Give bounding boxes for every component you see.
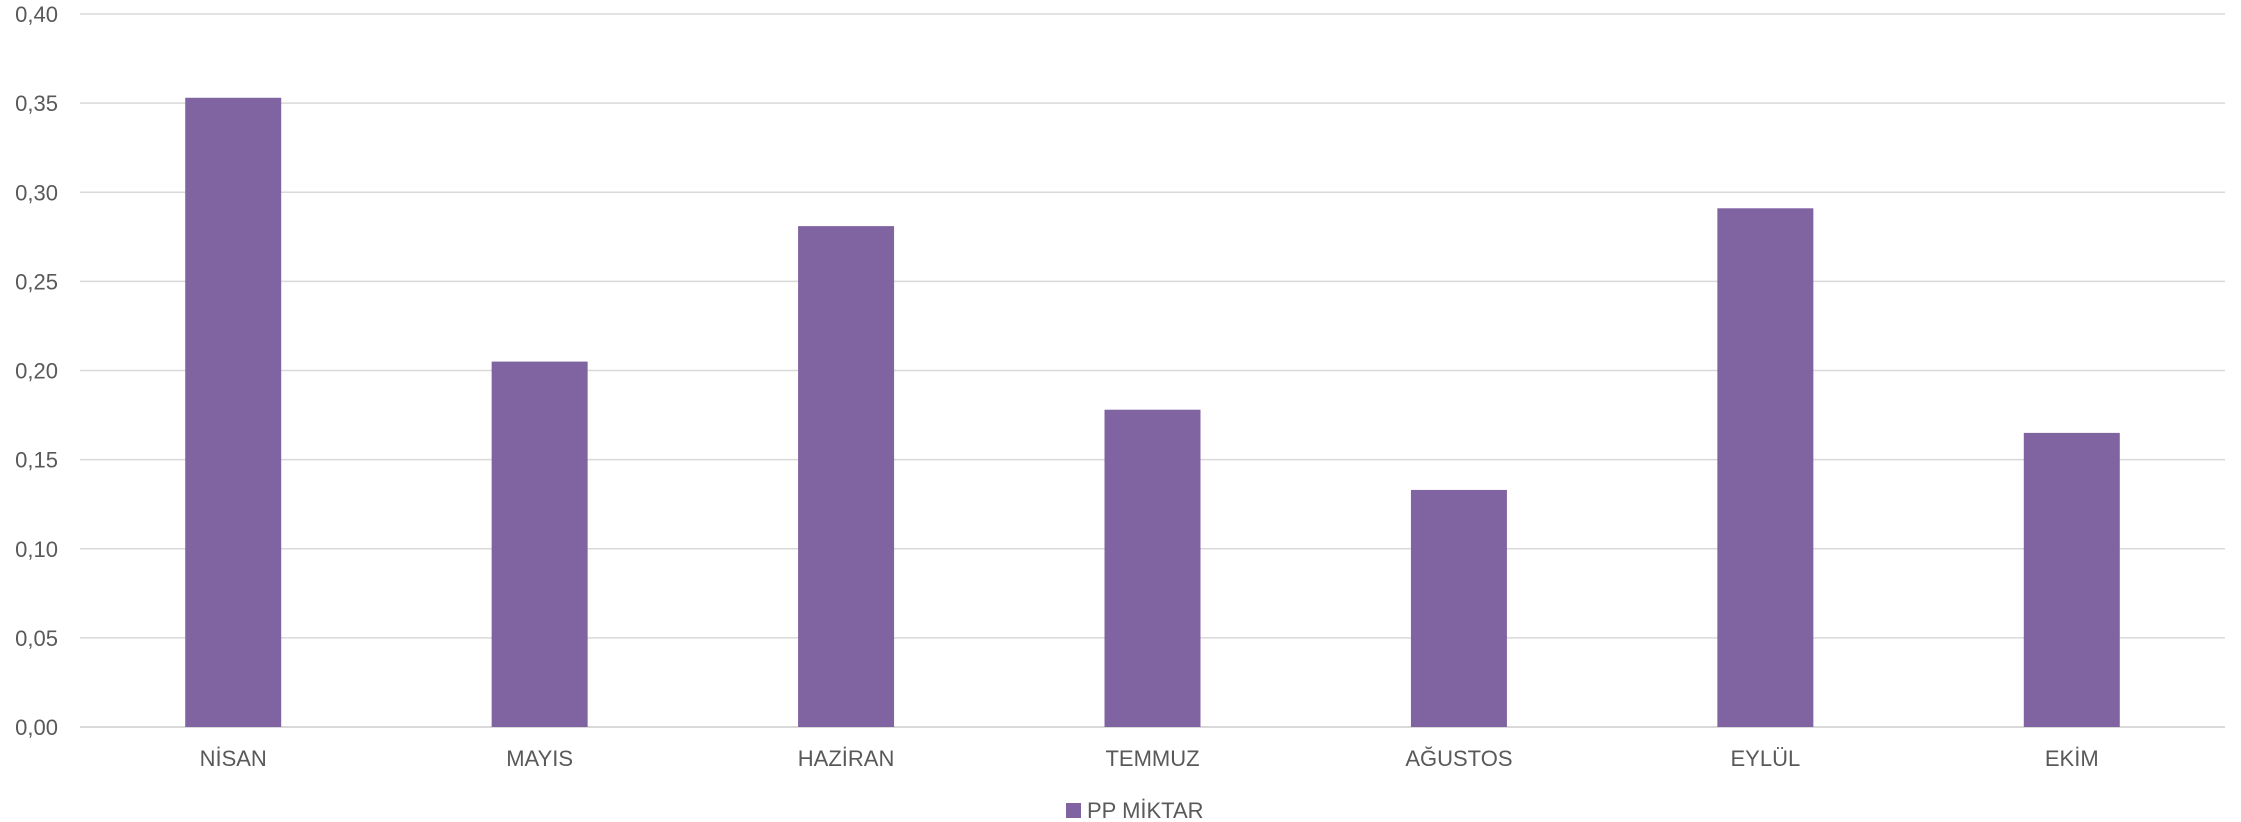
bar xyxy=(2023,432,2120,727)
y-tick-label: 0,15 xyxy=(15,448,58,473)
y-tick-label: 0,35 xyxy=(15,91,58,116)
y-tick-label: 0,25 xyxy=(15,269,58,294)
bar xyxy=(1104,409,1201,727)
x-category-label: AĞUSTOS xyxy=(1405,746,1512,771)
y-tick-label: 0,10 xyxy=(15,537,58,562)
legend-label: PP MİKTAR xyxy=(1087,798,1204,822)
y-axis-tick-labels: 0,00 0,05 0,10 0,15 0,20 0,25 0,30 0,35 0,40 xyxy=(15,2,58,740)
bar xyxy=(1410,489,1507,727)
y-tick-label: 0,05 xyxy=(15,626,58,651)
legend-swatch xyxy=(1066,803,1081,818)
bar xyxy=(798,226,895,727)
bar xyxy=(185,97,282,728)
x-category-label: HAZİRAN xyxy=(798,746,895,771)
x-category-label: EKİM xyxy=(2045,746,2099,771)
y-tick-label: 0,00 xyxy=(15,715,58,740)
legend: PP MİKTAR xyxy=(1066,798,1204,822)
gridlines xyxy=(80,13,2225,728)
y-tick-label: 0,20 xyxy=(15,359,58,384)
x-category-label: EYLÜL xyxy=(1730,746,1800,771)
x-category-label: MAYIS xyxy=(506,746,573,771)
y-tick-label: 0,30 xyxy=(15,180,58,205)
bar xyxy=(491,361,588,727)
bars xyxy=(185,97,2120,728)
x-category-label: NİSAN xyxy=(200,746,267,771)
x-axis-category-labels: NİSAN MAYIS HAZİRAN TEMMUZ AĞUSTOS EYLÜL EKİM xyxy=(200,746,2099,771)
x-category-label: TEMMUZ xyxy=(1105,746,1199,771)
bar xyxy=(1717,208,1814,728)
y-tick-label: 0,40 xyxy=(15,2,58,27)
